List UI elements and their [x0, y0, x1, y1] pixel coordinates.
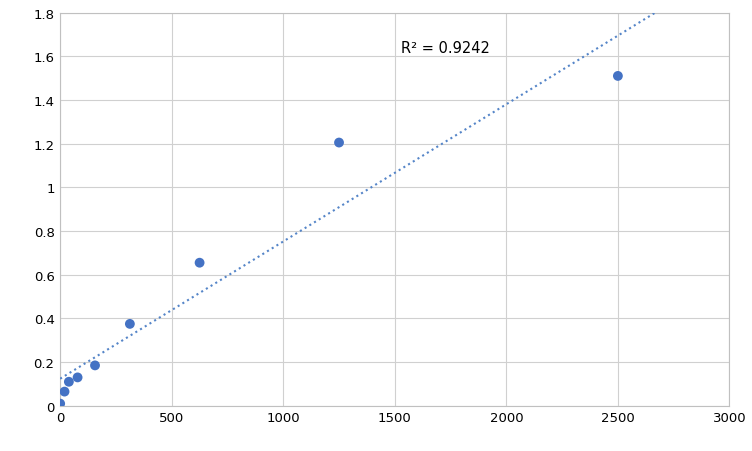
Point [63, 378, 75, 386]
Point [333, 140, 345, 147]
Point [193, 259, 205, 267]
Point [71, 374, 83, 381]
Point [89, 362, 101, 369]
Point [612, 73, 624, 80]
Point [124, 321, 136, 328]
Point [54, 400, 66, 407]
Point [59, 388, 71, 396]
Text: R² = 0.9242: R² = 0.9242 [402, 41, 490, 56]
